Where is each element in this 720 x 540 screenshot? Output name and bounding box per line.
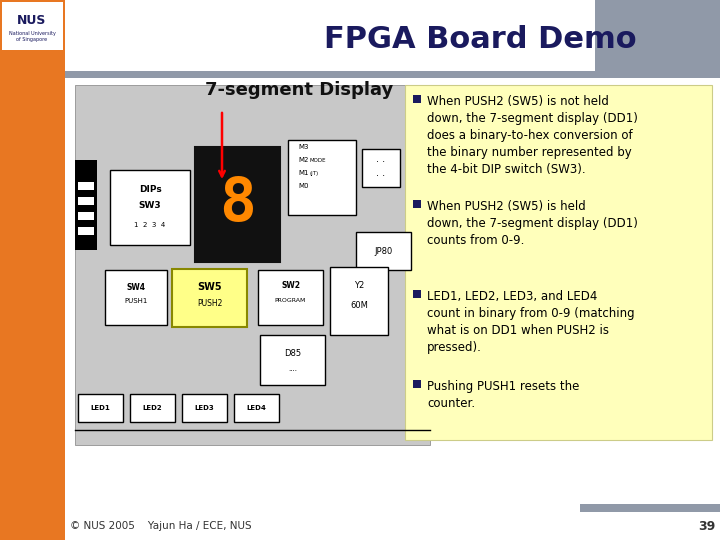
Bar	[105, 270, 167, 325]
Bar	[182, 394, 227, 422]
Text: SW4: SW4	[127, 282, 145, 292]
Text: DIPs: DIPs	[139, 186, 161, 194]
Bar	[405, 85, 712, 440]
Text: SW5: SW5	[197, 282, 222, 292]
Bar	[362, 149, 400, 187]
Text: 8: 8	[219, 175, 256, 234]
Bar	[78, 227, 94, 235]
Text: 1  2  3  4: 1 2 3 4	[135, 222, 166, 228]
Bar	[580, 504, 720, 512]
Bar	[413, 95, 421, 103]
Text: JP80: JP80	[374, 246, 392, 255]
Text: NUS: NUS	[17, 15, 47, 28]
Text: National University: National University	[9, 30, 55, 36]
Bar	[595, 0, 720, 78]
Bar	[110, 170, 190, 245]
Bar	[413, 200, 421, 208]
Text: LED1, LED2, LED3, and LED4
count in binary from 0-9 (matching
what is on DD1 whe: LED1, LED2, LED3, and LED4 count in bina…	[427, 290, 634, 354]
Text: PUSH2: PUSH2	[197, 299, 222, 307]
Text: LED4: LED4	[246, 405, 266, 411]
Bar	[130, 394, 175, 422]
Text: PROGRAM: PROGRAM	[275, 298, 306, 302]
Bar	[258, 270, 323, 325]
Bar	[260, 335, 325, 385]
Bar	[195, 147, 280, 262]
Bar	[172, 269, 247, 327]
Text: FPGA Board Demo: FPGA Board Demo	[324, 25, 636, 55]
Text: . .: . .	[377, 168, 386, 178]
Bar	[330, 267, 388, 335]
Text: MODE: MODE	[310, 158, 326, 163]
Bar	[356, 232, 411, 270]
Bar	[75, 85, 430, 445]
Bar	[78, 394, 123, 422]
Bar	[413, 380, 421, 388]
Text: SW2: SW2	[281, 280, 300, 289]
Text: M2: M2	[298, 157, 308, 163]
Bar	[65, 512, 720, 540]
Text: LED3: LED3	[194, 405, 215, 411]
Bar	[78, 182, 94, 190]
Text: ....: ....	[288, 366, 297, 372]
Bar	[2, 2, 63, 50]
Text: 60M: 60M	[350, 300, 368, 309]
Text: PUSH1: PUSH1	[125, 298, 148, 304]
Bar	[65, 71, 595, 78]
Text: LED2: LED2	[143, 405, 162, 411]
Bar	[288, 140, 356, 215]
Bar	[234, 394, 279, 422]
Text: . .: . .	[377, 154, 386, 164]
Bar	[413, 290, 421, 298]
Text: M3: M3	[298, 144, 308, 150]
Bar	[78, 197, 94, 205]
Text: 7-segment Display: 7-segment Display	[205, 81, 393, 99]
Text: M1: M1	[298, 170, 308, 176]
Bar	[0, 0, 65, 540]
Text: When PUSH2 (SW5) is held
down, the 7-segment display (DD1)
counts from 0-9.: When PUSH2 (SW5) is held down, the 7-seg…	[427, 200, 638, 247]
Text: SW3: SW3	[139, 200, 161, 210]
Text: of Singapore: of Singapore	[17, 37, 48, 42]
Text: D85: D85	[284, 348, 301, 357]
Text: When PUSH2 (SW5) is not held
down, the 7-segment display (DD1)
does a binary-to-: When PUSH2 (SW5) is not held down, the 7…	[427, 95, 638, 176]
Text: 39: 39	[698, 519, 715, 532]
Bar	[75, 160, 97, 250]
Text: M0: M0	[298, 183, 308, 189]
Text: Y2: Y2	[354, 280, 364, 289]
Text: Pushing PUSH1 resets the
counter.: Pushing PUSH1 resets the counter.	[427, 380, 580, 410]
Text: LED1: LED1	[91, 405, 110, 411]
Text: © NUS 2005    Yajun Ha / ECE, NUS: © NUS 2005 Yajun Ha / ECE, NUS	[70, 521, 251, 531]
Bar	[78, 212, 94, 220]
Text: (JT): (JT)	[310, 171, 319, 176]
